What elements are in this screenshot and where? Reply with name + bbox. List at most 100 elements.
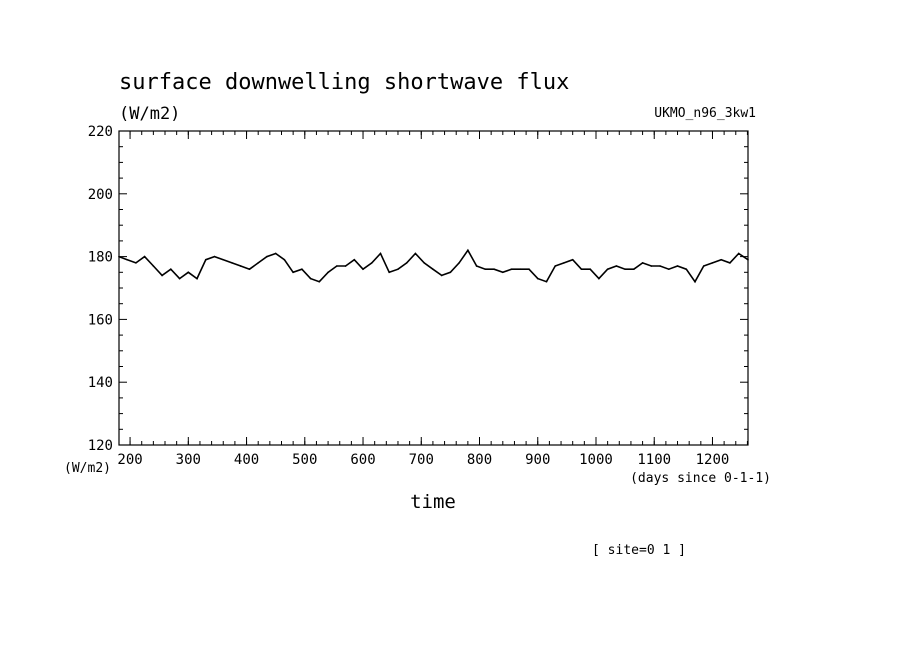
data-point <box>598 277 600 280</box>
data-point <box>563 262 565 264</box>
data-point <box>737 252 740 255</box>
data-point <box>143 255 146 258</box>
data-point <box>126 258 128 261</box>
data-point <box>528 268 530 270</box>
data-point <box>283 258 286 261</box>
data-point <box>178 277 181 280</box>
y-axis-label: (W/m2) <box>64 461 111 476</box>
data-point <box>152 265 155 267</box>
data-point <box>370 262 373 264</box>
x-axis-label: time <box>410 491 456 513</box>
data-point <box>536 277 539 280</box>
data-point <box>449 271 452 274</box>
data-point <box>204 258 207 261</box>
y-tick-label: 120 <box>88 438 113 454</box>
data-point <box>475 265 478 267</box>
data-point <box>606 268 609 270</box>
x-tick-label: 600 <box>350 452 375 468</box>
y-tick-label: 220 <box>88 124 113 140</box>
data-point <box>720 258 723 261</box>
data-point <box>440 274 443 277</box>
data-point <box>196 277 198 280</box>
data-point <box>327 271 329 274</box>
data-point <box>336 265 338 267</box>
data-point <box>397 268 399 270</box>
model-label: UKMO_n96_3kw1 <box>654 106 756 121</box>
data-point <box>650 265 653 267</box>
chart-title: surface downwelling shortwave flux <box>119 70 569 95</box>
data-point <box>222 258 225 261</box>
data-point <box>292 271 294 274</box>
data-point <box>545 280 548 283</box>
x-tick-label: 200 <box>117 452 142 468</box>
plot-frame <box>118 130 749 446</box>
data-point <box>624 268 626 270</box>
series-line <box>118 248 749 284</box>
data-point <box>502 271 504 274</box>
data-point <box>633 268 635 270</box>
data-point <box>641 262 644 264</box>
data-point <box>615 265 618 267</box>
data-point <box>170 268 172 270</box>
series-points <box>118 249 749 283</box>
site-label: [ site=0 1 ] <box>592 543 686 558</box>
data-point <box>702 265 705 267</box>
x-tick-label: 500 <box>292 452 317 468</box>
data-point <box>414 252 417 255</box>
data-point <box>257 262 259 264</box>
data-point <box>405 262 408 264</box>
title-units: (W/m2) <box>119 104 180 124</box>
data-point <box>353 258 356 261</box>
data-point <box>118 255 120 258</box>
x-tick-label: 300 <box>176 452 201 468</box>
data-point <box>659 265 661 267</box>
data-point <box>467 249 469 252</box>
data-point <box>423 262 425 264</box>
data-point <box>589 268 591 270</box>
data-point <box>747 258 749 261</box>
y-tick-label: 160 <box>88 312 113 328</box>
data-point <box>187 271 190 274</box>
data-point <box>231 262 233 264</box>
x-tick-label: 1100 <box>637 452 671 468</box>
data-point <box>388 271 391 274</box>
data-point <box>571 258 574 261</box>
data-point <box>676 265 679 267</box>
data-point <box>554 265 557 267</box>
data-point <box>580 268 583 270</box>
data-point <box>685 268 688 270</box>
data-point <box>379 252 382 255</box>
data-point <box>344 265 347 267</box>
x-tick-label: 800 <box>467 452 492 468</box>
data-point <box>493 268 495 270</box>
y-axis: 120 140 160 180 200 220 <box>88 124 748 454</box>
y-tick-label: 180 <box>88 250 113 266</box>
x-tick-label: 400 <box>234 452 259 468</box>
y-tick-label: 200 <box>88 187 113 203</box>
data-point <box>694 280 696 283</box>
x-axis: 200 300 400 500 600 700 800 900 1000 1100 1200 <box>117 131 748 468</box>
data-point <box>309 277 312 280</box>
data-point <box>510 268 513 270</box>
data-point <box>274 252 277 255</box>
data-point <box>519 268 522 270</box>
data-point <box>301 268 303 270</box>
x-tick-label: 700 <box>409 452 434 468</box>
data-point <box>432 268 434 270</box>
data-point <box>711 262 714 264</box>
data-point <box>362 268 364 270</box>
y-tick-label: 140 <box>88 375 113 391</box>
x-tick-label: 900 <box>525 452 550 468</box>
data-point <box>239 265 242 267</box>
x-tick-label: 1200 <box>696 452 730 468</box>
data-point <box>729 262 731 264</box>
data-point <box>266 255 268 258</box>
x-tick-label: 1000 <box>579 452 613 468</box>
data-point <box>458 262 460 264</box>
data-point <box>667 268 670 270</box>
data-point <box>213 255 216 258</box>
data-point <box>318 280 321 283</box>
x-units-label: (days since 0-1-1) <box>630 471 771 486</box>
data-point <box>135 262 137 264</box>
